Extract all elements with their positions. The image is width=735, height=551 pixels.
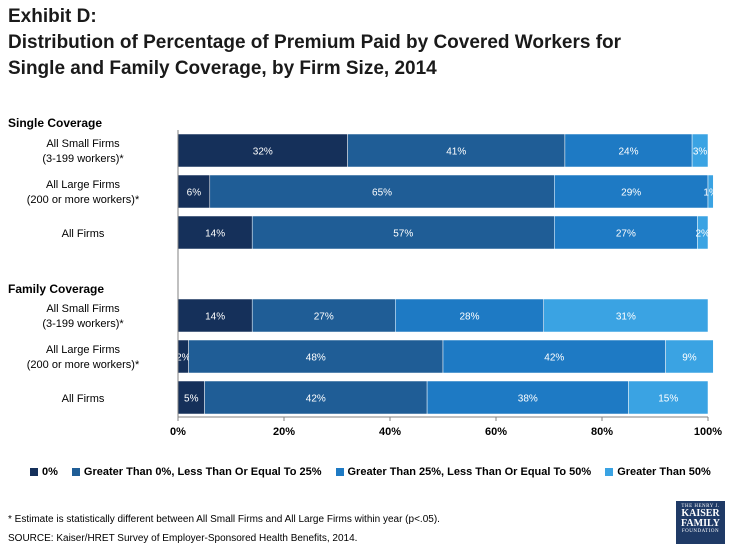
legend-item-3: Greater Than 50% xyxy=(605,466,711,478)
legend-label: Greater Than 0%, Less Than Or Equal To 2… xyxy=(83,466,322,478)
row-label-line: (200 or more workers)* xyxy=(26,359,140,371)
bar-segment xyxy=(691,133,709,168)
data-label: 27% xyxy=(314,312,334,323)
logo-line: KAISER xyxy=(681,508,720,519)
x-tick-label: 60% xyxy=(485,426,507,438)
row-label-family-all: All Firms xyxy=(0,392,168,407)
data-label: 2% xyxy=(176,353,191,364)
row-label-line: All Small Firms xyxy=(46,303,120,315)
bar-segment xyxy=(347,133,566,168)
data-label: 32% xyxy=(253,147,273,158)
chart-title-line-1: Distribution of Percentage of Premium Pa… xyxy=(8,32,622,53)
x-tick-label: 40% xyxy=(379,426,401,438)
bar-segment xyxy=(188,339,444,374)
exhibit-label: Exhibit D: xyxy=(8,6,97,27)
logo-line: FOUNDATION xyxy=(681,529,720,534)
row-label-line: (3-199 workers)* xyxy=(42,318,124,330)
kff-logo: THE HENRY J. KAISER FAMILY FOUNDATION xyxy=(676,501,725,544)
bar-segment xyxy=(554,174,709,209)
data-label: 48% xyxy=(306,353,326,364)
single-coverage-heading: Single Coverage xyxy=(8,116,103,130)
data-label: 5% xyxy=(184,394,199,405)
bar-segment xyxy=(204,380,428,415)
title-block: Exhibit D: Distribution of Percentage of… xyxy=(8,4,621,82)
bar-segment xyxy=(251,298,396,333)
data-label: 3% xyxy=(693,147,708,158)
row-label-line: (3-199 workers)* xyxy=(42,153,124,165)
legend-swatch xyxy=(605,468,614,476)
data-label: 6% xyxy=(187,188,202,199)
logo-line: THE HENRY J. xyxy=(681,504,720,509)
data-label: 24% xyxy=(618,147,638,158)
chart-title-line-2: Single and Family Coverage, by Firm Size… xyxy=(8,58,437,79)
data-label: 9% xyxy=(682,353,697,364)
bar-segment xyxy=(177,174,211,209)
bar-segment xyxy=(628,380,709,415)
legend-label: Greater Than 25%, Less Than Or Equal To … xyxy=(347,466,592,478)
data-label: 1% xyxy=(703,188,718,199)
data-label: 42% xyxy=(544,353,564,364)
x-tick-label: 0% xyxy=(170,426,186,438)
data-label: 38% xyxy=(518,394,538,405)
data-label: 14% xyxy=(205,312,225,323)
row-label-family-large: All Large Firms (200 or more workers)* xyxy=(0,343,168,373)
bar-segment xyxy=(177,298,253,333)
legend: 0% Greater Than 0%, Less Than Or Equal T… xyxy=(30,466,711,478)
row-label-line: All Small Firms xyxy=(46,138,120,150)
row-label-single-large: All Large Firms (200 or more workers)* xyxy=(0,178,168,208)
x-tick-label: 80% xyxy=(591,426,613,438)
row-label-line: All Firms xyxy=(61,228,105,240)
footnote: * Estimate is statistically different be… xyxy=(8,514,440,525)
bar-segment xyxy=(209,174,555,209)
data-label: 57% xyxy=(393,229,413,240)
row-label-single-small: All Small Firms (3-199 workers)* xyxy=(0,137,168,167)
row-label-line: All Large Firms xyxy=(46,344,120,356)
source-note: SOURCE: Kaiser/HRET Survey of Employer-S… xyxy=(8,533,358,544)
bar-segment xyxy=(707,174,714,209)
data-label: 65% xyxy=(372,188,392,199)
stacked-bar-chart: 32% 41% 24% 3% 6% 65% 29% 1% 14% 57% 27% 2% 14% 27% 28… xyxy=(170,130,722,438)
bar-segment xyxy=(426,380,629,415)
bar-segment xyxy=(665,339,714,374)
bar-segment xyxy=(177,133,348,168)
bar-segment xyxy=(395,298,544,333)
row-label-line: All Firms xyxy=(61,393,105,405)
row-label-line: (200 or more workers)* xyxy=(26,194,140,206)
x-tick-label: 100% xyxy=(694,426,722,438)
data-label: 14% xyxy=(205,229,225,240)
bar-segment xyxy=(543,298,709,333)
legend-item-1: Greater Than 0%, Less Than Or Equal To 2… xyxy=(71,466,322,478)
bar-segment xyxy=(554,215,698,250)
x-tick-label: 20% xyxy=(273,426,295,438)
bar-segment xyxy=(564,133,693,168)
bar-segment xyxy=(177,215,253,250)
row-label-family-small: All Small Firms (3-199 workers)* xyxy=(0,302,168,332)
data-label: 31% xyxy=(616,312,636,323)
legend-item-2: Greater Than 25%, Less Than Or Equal To … xyxy=(335,466,592,478)
data-label: 15% xyxy=(658,394,678,405)
row-label-single-all: All Firms xyxy=(0,227,168,242)
legend-swatch xyxy=(335,468,344,476)
bar-segment xyxy=(177,380,205,415)
data-label: 28% xyxy=(459,312,479,323)
legend-item-0: 0% xyxy=(30,466,58,478)
bar-segment xyxy=(251,215,555,250)
bar-segment xyxy=(442,339,666,374)
legend-label: 0% xyxy=(42,466,58,478)
legend-swatch xyxy=(71,468,80,476)
bar-segment xyxy=(697,215,709,250)
family-coverage-heading: Family Coverage xyxy=(8,282,105,296)
data-label: 41% xyxy=(446,147,466,158)
data-label: 42% xyxy=(306,394,326,405)
data-label: 29% xyxy=(621,188,641,199)
legend-swatch xyxy=(30,468,38,476)
data-label: 27% xyxy=(616,229,636,240)
row-label-line: All Large Firms xyxy=(46,179,120,191)
legend-label: Greater Than 50% xyxy=(617,466,711,478)
logo-line: FAMILY xyxy=(681,518,720,529)
data-label: 2% xyxy=(695,229,710,240)
